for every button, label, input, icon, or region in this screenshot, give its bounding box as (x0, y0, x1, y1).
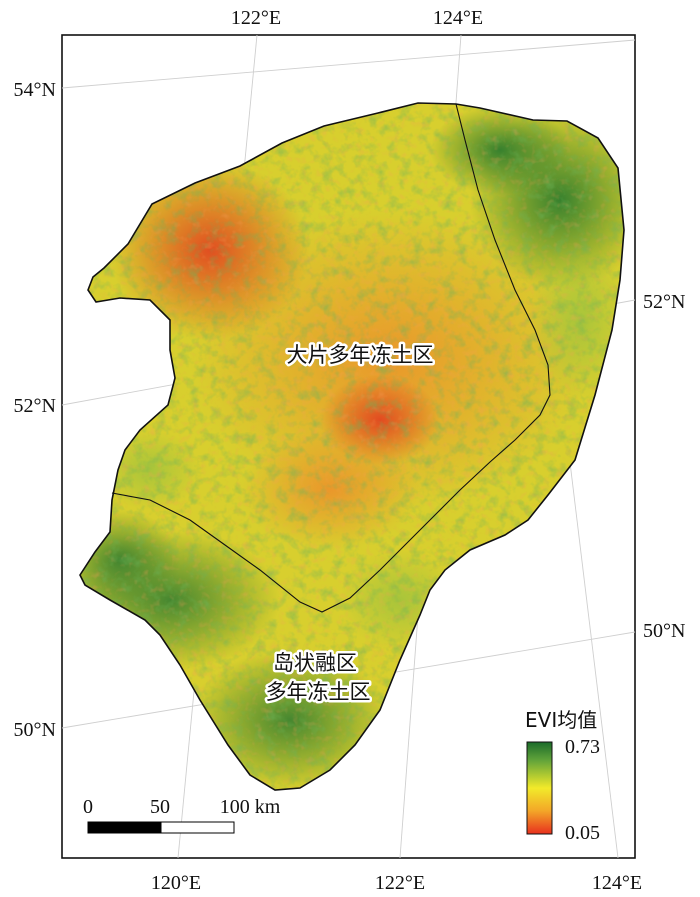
tick-top-124e: 124°E (433, 7, 483, 29)
tick-bottom-120e: 120°E (151, 872, 201, 894)
scale-label-50: 50 (150, 796, 170, 818)
legend-min-label: 0.05 (565, 822, 600, 844)
tick-bottom-124e: 124°E (592, 872, 642, 894)
tick-right-50n: 50°N (643, 620, 685, 642)
zone-label-island-line1: 岛状融区 (273, 651, 357, 675)
scale-label-100: 100 km (220, 796, 281, 818)
legend-title: EVI均值 (525, 708, 597, 732)
tick-left-52n: 52°N (14, 395, 56, 417)
tick-bottom-122e: 122°E (375, 872, 425, 894)
zone-boundary-east (111, 103, 551, 613)
scale-segment-white (160, 821, 235, 834)
tick-top-122e: 122°E (231, 7, 281, 29)
legend-max-label: 0.73 (565, 736, 600, 758)
tick-left-50n: 50°N (14, 719, 56, 741)
scale-bar: 0 50 100 km (83, 796, 281, 834)
scale-segment-black (87, 821, 162, 834)
tick-left-54n: 54°N (14, 79, 56, 101)
zone-label-island-line2: 多年冻土区 (266, 680, 371, 704)
legend-color-ramp (526, 741, 553, 835)
zone-label-continuous: 大片多年冻土区 (287, 343, 434, 367)
legend: EVI均值 0.73 0.05 (525, 708, 600, 844)
region-outline (79, 102, 625, 791)
tick-right-52n: 52°N (643, 291, 685, 313)
scale-label-0: 0 (83, 796, 93, 818)
